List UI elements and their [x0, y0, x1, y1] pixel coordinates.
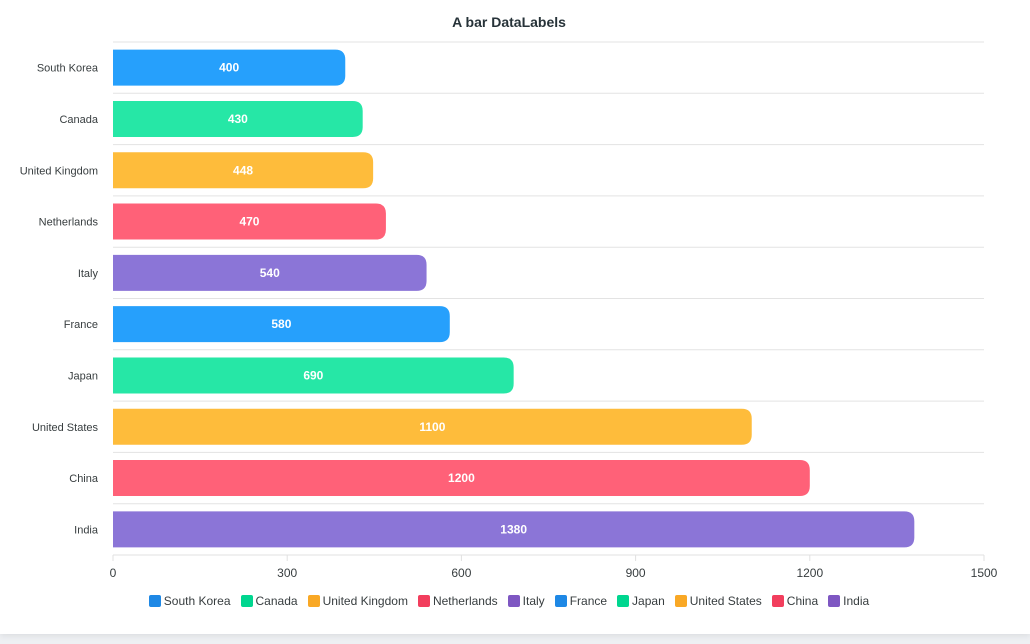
- data-label: 1100: [419, 420, 445, 434]
- chart-legend: South Korea Canada United Kingdom Netherlan…: [0, 594, 1018, 608]
- legend-item[interactable]: Canada: [240, 594, 298, 608]
- bar-south-korea: [113, 49, 346, 86]
- bar-france: [113, 306, 450, 343]
- y-tick-label: Italy: [78, 268, 99, 280]
- data-label: 1200: [448, 471, 475, 485]
- legend-label: United States: [689, 594, 762, 608]
- x-tick-label: 300: [277, 566, 297, 580]
- legend-item[interactable]: Italy: [507, 594, 545, 608]
- x-tick-label: 600: [451, 566, 471, 580]
- bar-japan: [113, 357, 514, 394]
- data-label: 448: [233, 163, 253, 177]
- legend-marker: [617, 595, 630, 607]
- legend-label: Canada: [255, 594, 298, 608]
- legend-item[interactable]: Netherlands: [417, 594, 498, 608]
- legend-item[interactable]: United Kingdom: [307, 594, 408, 608]
- legend-label: South Korea: [163, 594, 231, 608]
- y-tick-label: Canada: [59, 114, 98, 126]
- legend-marker: [148, 595, 161, 607]
- legend-label: United Kingdom: [322, 594, 408, 608]
- x-tick-label: 0: [110, 566, 117, 580]
- legend-label: Japan: [632, 594, 665, 608]
- legend-marker: [674, 595, 687, 607]
- data-label: 1380: [500, 522, 527, 536]
- bar-india: [113, 511, 915, 548]
- legend-item[interactable]: United States: [674, 594, 762, 608]
- legend-marker: [771, 595, 784, 607]
- legend-label: Netherlands: [432, 594, 498, 608]
- data-label: 580: [271, 317, 291, 331]
- data-label: 690: [303, 368, 323, 382]
- legend-item[interactable]: China: [771, 594, 819, 608]
- legend-marker: [507, 595, 520, 607]
- legend-marker: [417, 595, 430, 607]
- y-tick-label: South Korea: [37, 63, 99, 75]
- legend-marker: [307, 595, 320, 607]
- data-label: 470: [239, 215, 259, 229]
- y-tick-label: France: [64, 319, 98, 331]
- x-tick-label: 1500: [971, 566, 998, 580]
- bar-canada: [113, 100, 363, 137]
- legend-marker: [240, 595, 253, 607]
- legend-marker: [554, 595, 567, 607]
- legend-label: France: [569, 594, 608, 608]
- y-tick-label: Netherlands: [39, 217, 99, 229]
- x-tick-label: 900: [626, 566, 646, 580]
- data-label: 430: [228, 112, 248, 126]
- legend-item[interactable]: France: [554, 594, 608, 608]
- chart-title: A bar DataLabels: [452, 14, 566, 30]
- bar-united-kingdom: [113, 152, 374, 189]
- legend-item[interactable]: Japan: [617, 594, 665, 608]
- y-tick-label: China: [69, 473, 99, 485]
- legend-label: China: [786, 594, 819, 608]
- legend-label: India: [843, 594, 870, 608]
- legend-marker: [828, 595, 841, 607]
- data-label: 400: [219, 61, 239, 75]
- bar-netherlands: [113, 203, 386, 240]
- y-tick-label: United Kingdom: [20, 165, 98, 177]
- bar-italy: [113, 254, 427, 291]
- legend-item[interactable]: South Korea: [148, 594, 231, 608]
- y-tick-label: Japan: [68, 370, 98, 382]
- y-tick-label: India: [74, 524, 99, 536]
- bar-united-states: [113, 408, 752, 445]
- legend-label: Italy: [522, 594, 545, 608]
- x-tick-label: 1200: [796, 566, 823, 580]
- data-label: 540: [260, 266, 280, 280]
- bar-china: [113, 460, 810, 497]
- legend-item[interactable]: India: [828, 594, 869, 608]
- y-tick-label: United States: [32, 422, 99, 434]
